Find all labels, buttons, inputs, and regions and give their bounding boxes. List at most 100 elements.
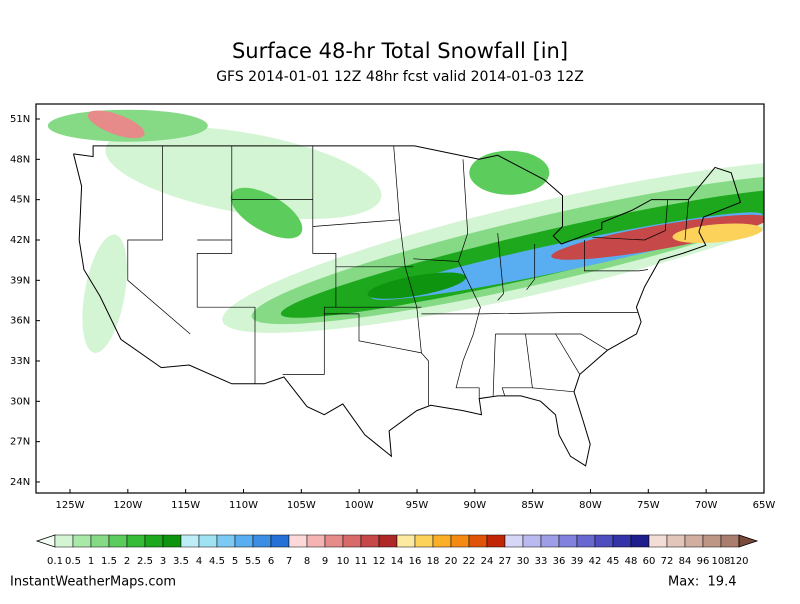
colorbar-box bbox=[612, 534, 632, 548]
map-frame bbox=[35, 103, 765, 494]
state-border bbox=[684, 199, 689, 241]
colorbar-label: 16 bbox=[409, 556, 422, 567]
colorbar-label: 8 bbox=[304, 556, 310, 567]
state-border bbox=[497, 233, 504, 301]
lat-label: 36N bbox=[10, 316, 30, 327]
state-border bbox=[455, 159, 481, 399]
lat-label: 42N bbox=[10, 235, 30, 246]
snow-area bbox=[105, 126, 382, 220]
colorbar-box bbox=[234, 534, 254, 548]
colorbar-label: 72 bbox=[661, 556, 674, 567]
colorbar-box bbox=[324, 534, 344, 548]
colorbar-box bbox=[108, 534, 128, 548]
state-border bbox=[532, 387, 575, 393]
colorbar-label: 4 bbox=[196, 556, 202, 567]
colorbar-box bbox=[630, 534, 650, 548]
colorbar-label: 36 bbox=[553, 556, 566, 567]
colorbar-end bbox=[35, 534, 56, 548]
colorbar-box bbox=[666, 534, 686, 548]
lon-label: 115W bbox=[171, 500, 200, 511]
colorbar-label: 1.5 bbox=[101, 556, 117, 567]
state-border bbox=[358, 313, 422, 354]
map bbox=[47, 109, 764, 467]
colorbar-label: 2.5 bbox=[137, 556, 153, 567]
colorbar-box bbox=[414, 534, 434, 548]
colorbar-box bbox=[504, 534, 524, 548]
colorbar-label: 0.5 bbox=[65, 556, 81, 567]
colorbar-box bbox=[54, 534, 74, 548]
site-credit: InstantWeatherMaps.com bbox=[10, 575, 176, 590]
colorbar-label: 6 bbox=[268, 556, 274, 567]
colorbar-box bbox=[684, 534, 704, 548]
colorbar-label: 7 bbox=[286, 556, 292, 567]
colorbar-box bbox=[198, 534, 218, 548]
colorbar-box bbox=[720, 534, 740, 548]
snow-area bbox=[672, 223, 763, 244]
colorbar-label: 10 bbox=[337, 556, 350, 567]
colorbar: 0.1 0.5 1 1.5 2 2.5 3 3.5 4 4.5 5 5.5 6 7 8 9 10 11 12 14 16… bbox=[35, 534, 759, 567]
state-border bbox=[127, 145, 191, 335]
colorbar-label: 1 bbox=[88, 556, 94, 567]
colorbar-label: 45 bbox=[607, 556, 620, 567]
colorbar-box bbox=[306, 534, 326, 548]
colorbar-box bbox=[90, 534, 110, 548]
state-border bbox=[196, 145, 256, 384]
colorbar-box bbox=[270, 534, 290, 548]
state-border bbox=[492, 333, 496, 396]
colorbar-box bbox=[522, 534, 542, 548]
lat-label: 24N bbox=[10, 477, 30, 488]
lon-label: 125W bbox=[56, 500, 85, 511]
colorbar-box bbox=[450, 534, 470, 548]
colorbar-box bbox=[576, 534, 596, 548]
colorbar-label: 5.5 bbox=[245, 556, 261, 567]
lat-label: 33N bbox=[10, 356, 30, 367]
colorbar-box bbox=[162, 534, 182, 548]
colorbar-box bbox=[252, 534, 272, 548]
colorbar-label: 33 bbox=[535, 556, 548, 567]
state-border bbox=[413, 258, 459, 262]
colorbar-label: 18 bbox=[427, 556, 440, 567]
lon-label: 80W bbox=[579, 500, 602, 511]
snow-area bbox=[367, 272, 467, 299]
colorbar-box bbox=[648, 534, 668, 548]
lat-label: 51N bbox=[10, 114, 30, 125]
colorbar-label: 3.5 bbox=[173, 556, 189, 567]
colorbar-box bbox=[144, 534, 164, 548]
colorbar-label: 20 bbox=[445, 556, 458, 567]
snow-area bbox=[469, 150, 550, 195]
colorbar-box bbox=[468, 534, 488, 548]
colorbar-box bbox=[486, 534, 506, 548]
state-border bbox=[480, 312, 638, 315]
colorbar-box bbox=[288, 534, 308, 548]
colorbar-label: 12 bbox=[373, 556, 386, 567]
max-value: Max: 19.4 bbox=[668, 575, 736, 590]
colorbar-box bbox=[378, 534, 398, 548]
colorbar-label: 9 bbox=[322, 556, 328, 567]
colorbar-label: 5 bbox=[232, 556, 238, 567]
lon-label: 65W bbox=[753, 500, 776, 511]
lat-label: 27N bbox=[10, 437, 30, 448]
colorbar-box bbox=[432, 534, 452, 548]
colorbar-label: 84 bbox=[679, 556, 692, 567]
state-border bbox=[495, 333, 608, 351]
lon-label: 120W bbox=[113, 500, 142, 511]
lon-label: 100W bbox=[345, 500, 374, 511]
colorbar-label: 30 bbox=[517, 556, 530, 567]
colorbar-box bbox=[342, 534, 362, 548]
colorbar-label: 42 bbox=[589, 556, 602, 567]
lat-label: 45N bbox=[10, 195, 30, 206]
colorbar-label: 14 bbox=[391, 556, 404, 567]
lat-label: 30N bbox=[10, 396, 30, 407]
lon-label: 75W bbox=[637, 500, 660, 511]
colorbar-label: 48 bbox=[625, 556, 638, 567]
colorbar-label: 108 bbox=[711, 556, 730, 567]
colorbar-label: 96 bbox=[697, 556, 710, 567]
state-border bbox=[312, 219, 400, 227]
colorbar-box bbox=[558, 534, 578, 548]
colorbar-box bbox=[126, 534, 146, 548]
colorbar-label: 11 bbox=[355, 556, 368, 567]
colorbar-box bbox=[360, 534, 380, 548]
country-border bbox=[73, 145, 742, 467]
colorbar-box bbox=[180, 534, 200, 548]
lon-label: 95W bbox=[406, 500, 429, 511]
